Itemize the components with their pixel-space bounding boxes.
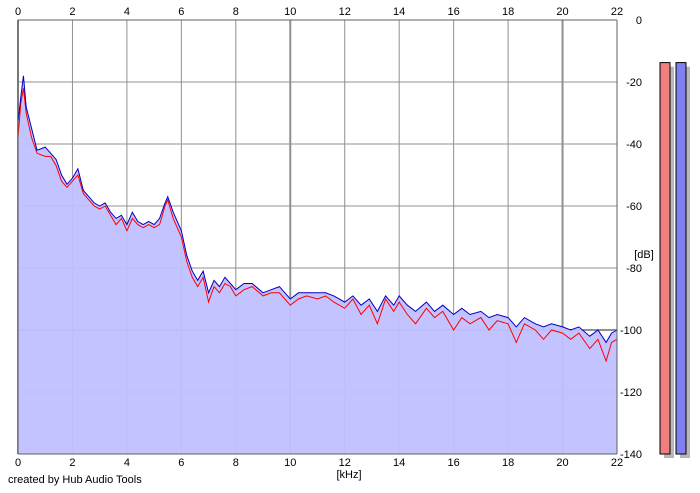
x-tick-label-top: 0 — [15, 6, 21, 18]
x-tick-label-bottom: 8 — [233, 457, 239, 469]
tick-labels: 002244668810101212141416161818202022220-… — [15, 6, 642, 469]
x-tick-label-bottom: 18 — [502, 457, 514, 469]
x-tick-label-top: 14 — [393, 6, 405, 18]
x-tick-label-top: 18 — [502, 6, 514, 18]
series-line-2 — [17, 75, 618, 344]
x-tick-label-top: 4 — [124, 6, 130, 18]
series-layer — [17, 75, 618, 455]
level-meters — [659, 62, 690, 458]
x-tick-label-top: 16 — [448, 6, 460, 18]
y-tick-label: -120 — [620, 387, 642, 399]
series-line-1 — [17, 88, 618, 363]
x-tick-label-bottom: 2 — [69, 457, 75, 469]
y-tick-label: -80 — [626, 263, 642, 275]
spectrum-fill — [18, 75, 617, 455]
y-tick-label: -100 — [620, 325, 642, 337]
credit-text: created by Hub Audio Tools — [8, 474, 142, 486]
x-tick-label-top: 2 — [69, 6, 75, 18]
y-tick-label: -20 — [626, 77, 642, 89]
x-tick-label-bottom: 12 — [339, 457, 351, 469]
x-tick-label-bottom: 22 — [611, 457, 623, 469]
axes — [17, 19, 618, 455]
x-tick-label-bottom: 20 — [556, 457, 568, 469]
x-tick-label-bottom: 10 — [284, 457, 296, 469]
level-meter-bar — [659, 62, 671, 455]
y-tick-label: -140 — [620, 449, 642, 461]
x-tick-label-bottom: 6 — [178, 457, 184, 469]
y-tick-label: 0 — [636, 15, 642, 27]
y-axis-label: [dB] — [634, 249, 654, 261]
x-tick-label-top: 6 — [178, 6, 184, 18]
x-tick-label-bottom: 14 — [393, 457, 405, 469]
x-tick-label-top: 20 — [556, 6, 568, 18]
x-axis-label: [kHz] — [336, 469, 361, 481]
y-tick-label: -40 — [626, 139, 642, 151]
level-meter-bar — [675, 62, 687, 455]
x-tick-label-bottom: 16 — [448, 457, 460, 469]
x-tick-label-bottom: 0 — [15, 457, 21, 469]
x-tick-label-bottom: 4 — [124, 457, 130, 469]
x-tick-label-top: 12 — [339, 6, 351, 18]
x-tick-label-top: 10 — [284, 6, 296, 18]
y-tick-label: -60 — [626, 201, 642, 213]
x-tick-label-top: 22 — [611, 6, 623, 18]
x-tick-label-top: 8 — [233, 6, 239, 18]
